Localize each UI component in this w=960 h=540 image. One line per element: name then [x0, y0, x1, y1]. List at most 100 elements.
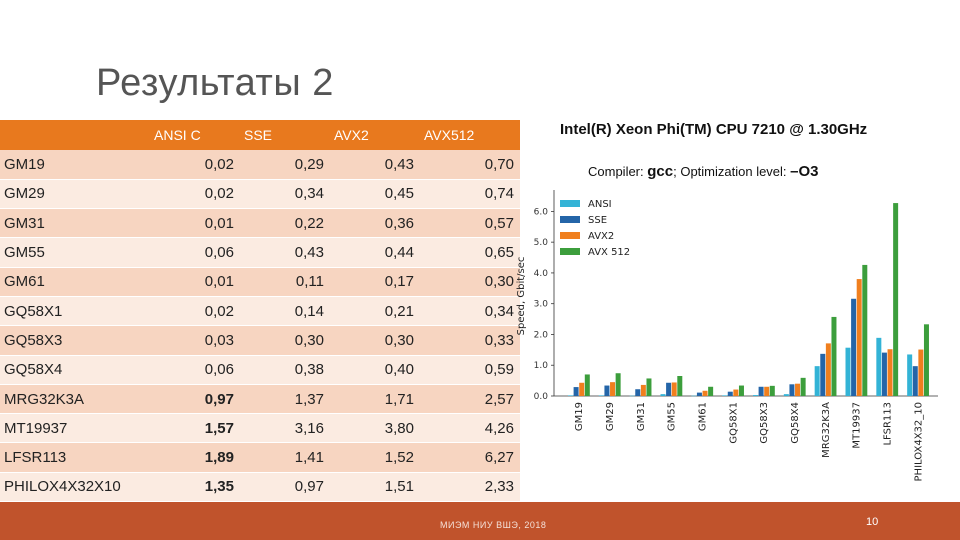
y-tick-label: 3.0 — [534, 300, 549, 310]
x-tick-label: MT19937 — [852, 402, 863, 449]
bar-avx2-mt19937 — [856, 279, 862, 396]
cell-value: 0,34 — [240, 179, 330, 210]
optimization-level: –O3 — [790, 163, 819, 180]
bar-avx512-gq58x3 — [769, 385, 775, 396]
row-name: MT19937 — [0, 413, 150, 444]
bar-sse-mt19937 — [851, 298, 857, 396]
cell-value: 0,40 — [330, 355, 420, 385]
row-name: PHILOX4X32X10 — [0, 472, 150, 503]
bar-avx2-gm55 — [671, 382, 677, 396]
x-tick-label: GQ58X4 — [790, 402, 801, 444]
cell-value: 0,59 — [420, 355, 520, 385]
y-tick-label: 5.0 — [534, 238, 549, 248]
slide-title: Результаты 2 — [96, 62, 334, 104]
bar-avx2-gm19 — [579, 382, 585, 396]
table-header-row: ANSI C SSE AVX2 AVX512 — [0, 120, 520, 150]
row-name: GM55 — [0, 237, 150, 268]
bar-ansi-gm19 — [568, 395, 573, 396]
legend-swatch — [560, 248, 580, 255]
y-axis-label: Speed, Gbit/sec — [516, 257, 527, 336]
cell-value: 0,01 — [150, 267, 240, 297]
bar-sse-gq58x3 — [758, 386, 764, 396]
row-name: GM61 — [0, 267, 150, 297]
bar-avx512-philox4x32_10 — [923, 324, 929, 396]
cell-value: 0,30 — [330, 325, 420, 356]
table-row: GM31 0,01 0,22 0,36 0,57 — [0, 208, 520, 239]
bar-sse-gq58x4 — [789, 384, 795, 396]
cell-value: 0,11 — [240, 267, 330, 297]
cpu-title: Intel(R) Xeon Phi(TM) CPU 7210 @ 1.30GHz — [560, 121, 868, 138]
bar-sse-gm31 — [635, 389, 641, 396]
row-name: LFSR113 — [0, 442, 150, 473]
cell-value: 1,89 — [150, 442, 240, 473]
row-name: GQ58X1 — [0, 296, 150, 327]
bar-sse-mrg32k3a — [820, 353, 826, 396]
cell-value: 4,26 — [420, 413, 520, 444]
footer-text: МИЭМ НИУ ВШЭ, 2018 — [440, 520, 547, 530]
bar-avx512-mt19937 — [862, 264, 868, 396]
legend-label: AVX2 — [588, 231, 614, 242]
legend-swatch — [560, 216, 580, 223]
page-number: 10 — [866, 516, 879, 528]
cell-value: 3,80 — [330, 413, 420, 444]
bar-avx2-gq58x1 — [733, 389, 739, 396]
bar-avx2-gq58x3 — [764, 386, 770, 396]
bar-ansi-gm55 — [660, 394, 666, 396]
bar-avx512-gq58x1 — [738, 385, 744, 396]
x-tick-label: GQ58X1 — [728, 402, 739, 444]
cell-value: 0,43 — [330, 150, 420, 180]
cell-value: 0,97 — [150, 384, 240, 415]
cell-value: 1,41 — [240, 442, 330, 473]
bar-avx2-philox4x32_10 — [918, 349, 924, 396]
table-row: MRG32K3A 0,97 1,37 1,71 2,57 — [0, 384, 520, 415]
bar-ansi-gm29 — [598, 395, 604, 396]
table-row: GQ58X3 0,03 0,30 0,30 0,33 — [0, 325, 520, 356]
compiler-info: Compiler: gcc; Optimization level: –O3 — [588, 163, 819, 180]
compiler-name: gcc — [647, 163, 674, 180]
x-tick-label: GM19 — [574, 402, 585, 431]
cell-value: 0,14 — [240, 296, 330, 327]
bar-ansi-gq58x4 — [783, 394, 789, 396]
row-name: GM29 — [0, 179, 150, 210]
table-row: GQ58X4 0,06 0,38 0,40 0,59 — [0, 355, 520, 385]
cell-value: 0,33 — [420, 325, 520, 356]
x-tick-label: GM61 — [698, 402, 709, 431]
cell-value: 0,21 — [330, 296, 420, 327]
bar-sse-gm29 — [604, 385, 610, 396]
x-tick-label: GM31 — [636, 402, 647, 431]
bar-ansi-gq58x3 — [753, 395, 758, 396]
row-name: GM19 — [0, 150, 150, 180]
cell-value: 6,27 — [420, 442, 520, 473]
cell-value: 0,57 — [420, 208, 520, 239]
table-header-sse: SSE — [240, 120, 330, 150]
bar-ansi-gm61 — [691, 395, 697, 397]
table-row: GM61 0,01 0,11 0,17 0,30 — [0, 267, 520, 297]
table-header-avx2: AVX2 — [330, 120, 420, 150]
row-name: GM31 — [0, 208, 150, 239]
bar-avx512-gm29 — [615, 373, 621, 396]
bar-avx2-gm31 — [640, 384, 646, 396]
table-row: GM19 0,02 0,29 0,43 0,70 — [0, 150, 520, 180]
bar-sse-gm19 — [573, 387, 579, 396]
bar-avx512-gm61 — [708, 386, 714, 396]
y-tick-label: 4.0 — [534, 269, 549, 279]
table-row: GQ58X1 0,02 0,14 0,21 0,34 — [0, 296, 520, 327]
legend-label: SSE — [588, 215, 607, 226]
cell-value: 0,38 — [240, 355, 330, 385]
y-tick-label: 6.0 — [534, 207, 549, 217]
bar-ansi-mrg32k3a — [814, 366, 820, 396]
cell-value: 0,74 — [420, 179, 520, 210]
row-name: MRG32K3A — [0, 384, 150, 415]
cell-value: 2,33 — [420, 472, 520, 503]
legend-label: ANSI — [588, 199, 612, 210]
table-header-ansi: ANSI C — [150, 120, 240, 150]
footer-bar — [0, 502, 960, 540]
bar-avx2-gm29 — [610, 382, 616, 396]
row-name: GQ58X3 — [0, 325, 150, 356]
cell-value: 0,06 — [150, 355, 240, 385]
cell-value: 0,29 — [240, 150, 330, 180]
cell-value: 0,02 — [150, 296, 240, 327]
bar-avx512-gm31 — [646, 378, 652, 396]
cell-value: 1,71 — [330, 384, 420, 415]
bar-sse-gm61 — [696, 392, 702, 396]
